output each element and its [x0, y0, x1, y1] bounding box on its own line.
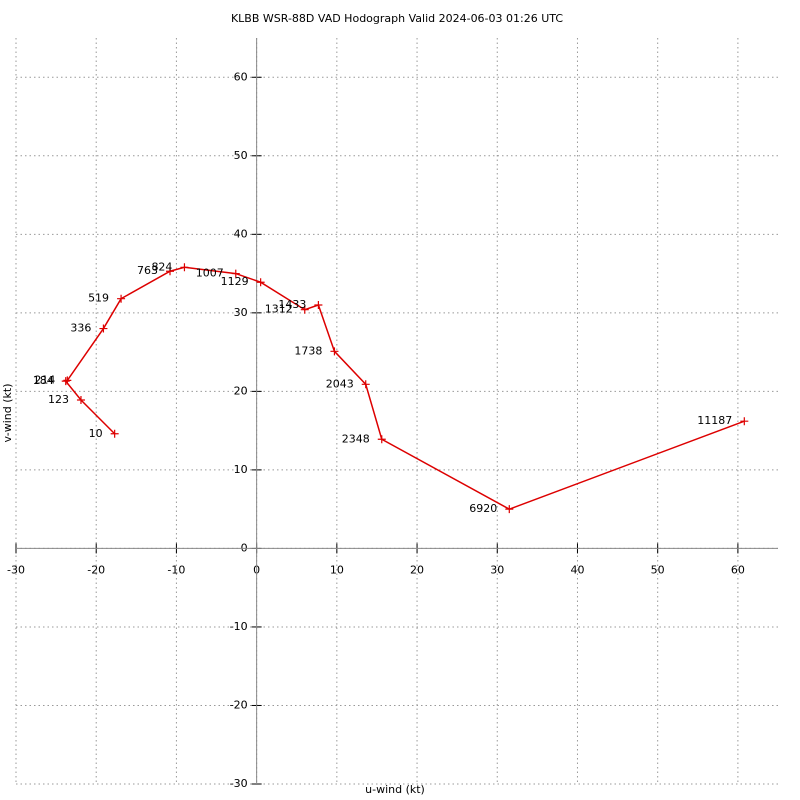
height-label: 214 [34, 373, 55, 386]
y-tick-label: 20 [234, 384, 248, 397]
x-tick-label: 20 [410, 563, 424, 576]
y-tick-label: 30 [234, 306, 248, 319]
point-marker [361, 380, 370, 389]
point-marker [231, 269, 240, 278]
point-marker [314, 300, 323, 309]
height-label: 10 [89, 427, 103, 440]
y-tick-label: 40 [234, 227, 248, 240]
height-label: 123 [48, 393, 69, 406]
chart-title: KLBB WSR-88D VAD Hodograph Valid 2024-06… [231, 12, 563, 25]
point-marker [99, 324, 108, 333]
height-label: 1433 [278, 298, 306, 311]
point-marker [76, 396, 85, 405]
point-marker [61, 377, 70, 386]
point-marker [117, 294, 126, 303]
height-label: 2043 [326, 377, 354, 390]
hodograph-line [64, 266, 745, 510]
height-label: 1129 [221, 275, 249, 288]
point-marker [256, 278, 265, 287]
y-tick-label: -20 [230, 698, 248, 711]
height-label: 11187 [697, 414, 732, 427]
point-marker [330, 347, 339, 356]
height-label: 1007 [196, 267, 224, 280]
y-tick-label: 60 [234, 70, 248, 83]
point-marker [300, 305, 309, 314]
point-marker [180, 263, 189, 272]
y-tick-label: -30 [230, 777, 248, 790]
point-marker [63, 376, 72, 385]
height-label: 2348 [342, 432, 370, 445]
y-tick-label: -10 [230, 620, 248, 633]
point-marker [505, 505, 514, 514]
x-tick-label: -20 [87, 563, 105, 576]
height-label: 6920 [469, 502, 497, 515]
height-label: 336 [70, 322, 91, 335]
height-label: 184 [33, 374, 54, 387]
y-tick-label: 50 [234, 149, 248, 162]
height-label: 1738 [294, 344, 322, 357]
point-marker [377, 435, 386, 444]
x-tick-label: 60 [731, 563, 745, 576]
x-tick-label: 10 [330, 563, 344, 576]
height-label: 763 [137, 264, 158, 277]
x-tick-label: 50 [651, 563, 665, 576]
y-tick-label: 10 [234, 463, 248, 476]
x-tick-label: 40 [570, 563, 584, 576]
y-axis-label: v-wind (kt) [1, 384, 14, 443]
x-tick-label: 30 [490, 563, 504, 576]
x-tick-label: -30 [7, 563, 25, 576]
x-axis-label: u-wind (kt) [365, 783, 425, 796]
point-marker [740, 417, 749, 426]
x-tick-label: -10 [167, 563, 185, 576]
height-label: 519 [88, 292, 109, 305]
height-label: 824 [151, 260, 172, 273]
height-label: 1312 [265, 303, 293, 316]
point-marker [166, 267, 175, 276]
point-marker [110, 429, 119, 438]
